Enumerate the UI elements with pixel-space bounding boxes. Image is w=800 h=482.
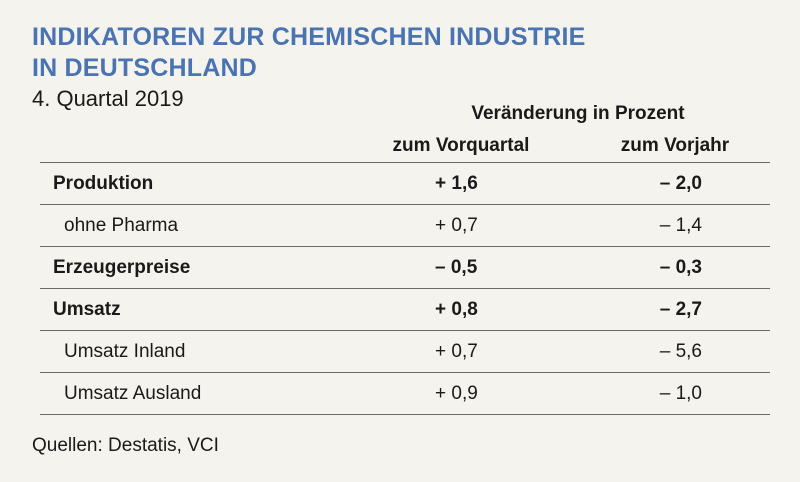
table-row: Produktion + 1,6 – 2,0 — [40, 162, 770, 204]
value-vorquartal: + 0,9 — [435, 383, 478, 404]
row-label: Umsatz Inland — [64, 341, 186, 362]
row-label: Produktion — [53, 173, 154, 194]
title-line-2: IN DEUTSCHLAND — [32, 54, 258, 82]
title-line-1: INDIKATOREN ZUR CHEMISCHEN INDUSTRIE — [32, 23, 586, 51]
value-vorquartal: + 1,6 — [435, 173, 478, 194]
table-row: Umsatz Ausland + 0,9 – 1,0 — [40, 372, 770, 415]
table-row: Umsatz Inland + 0,7 – 5,6 — [40, 330, 770, 372]
column-header-vorquartal: zum Vorquartal — [392, 135, 530, 156]
value-vorjahr: – 0,3 — [659, 257, 702, 278]
row-label: Erzeugerpreise — [53, 257, 191, 278]
value-vorjahr: – 1,0 — [659, 383, 702, 404]
indicator-table: Produktion + 1,6 – 2,0 ohne Pharma + 0,7… — [40, 162, 770, 415]
table-row: Umsatz + 0,8 – 2,7 — [40, 288, 770, 330]
page-title: INDIKATOREN ZUR CHEMISCHEN INDUSTRIE IN … — [32, 22, 752, 84]
row-label: Umsatz Ausland — [64, 383, 202, 404]
subtitle: 4. Quartal 2019 — [32, 86, 184, 111]
table-row: Erzeugerpreise – 0,5 – 0,3 — [40, 246, 770, 288]
table-row: ohne Pharma + 0,7 – 1,4 — [40, 204, 770, 246]
source-note: Quellen: Destatis, VCI — [32, 435, 219, 456]
value-vorjahr: – 5,6 — [659, 341, 702, 362]
value-vorjahr: – 2,7 — [659, 299, 702, 320]
row-label: ohne Pharma — [64, 215, 179, 236]
value-vorjahr: – 1,4 — [659, 215, 702, 236]
value-vorquartal: + 0,8 — [435, 299, 478, 320]
value-vorquartal: + 0,7 — [435, 215, 478, 236]
value-vorquartal: + 0,7 — [435, 341, 478, 362]
value-vorjahr: – 2,0 — [659, 173, 702, 194]
row-label: Umsatz — [53, 299, 121, 320]
column-header-vorjahr: zum Vorjahr — [620, 135, 730, 156]
value-vorquartal: – 0,5 — [435, 257, 478, 278]
column-group-header: Veränderung in Prozent — [471, 103, 685, 124]
